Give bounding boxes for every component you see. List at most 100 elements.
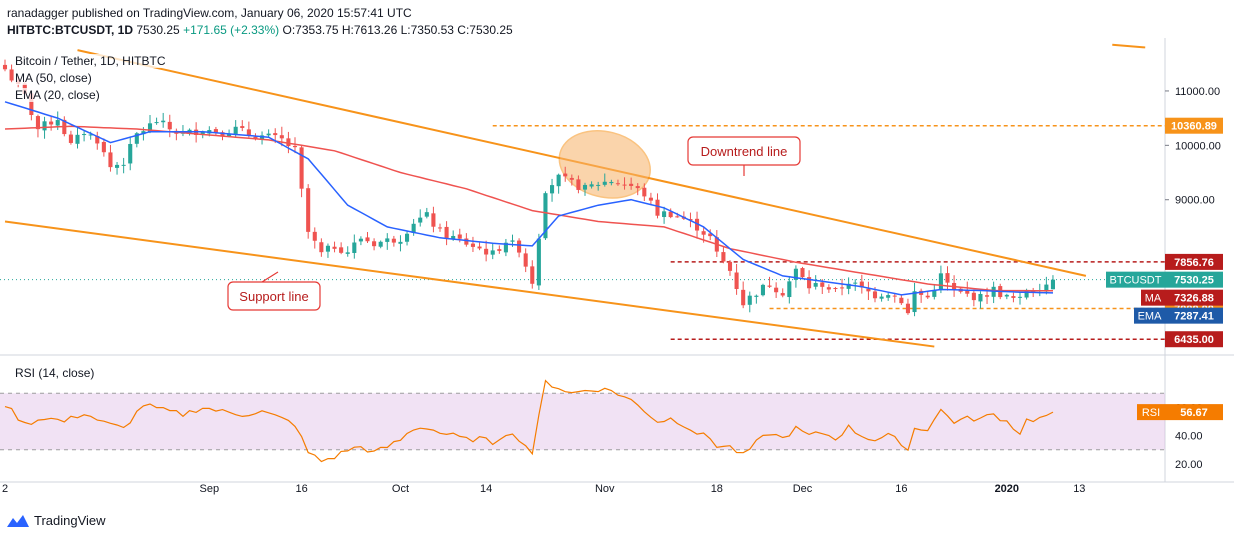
candle-body — [411, 223, 416, 233]
candle-body — [648, 197, 653, 201]
label-6435-bg — [1165, 331, 1223, 348]
candle-body — [945, 273, 950, 283]
time-tick-label: 16 — [895, 483, 907, 495]
candle-body — [642, 187, 647, 197]
candle-body — [1004, 294, 1009, 297]
candle-body — [161, 120, 166, 123]
candle-body — [365, 237, 370, 242]
candle-body — [312, 231, 317, 241]
candle-body — [95, 135, 100, 144]
series-tag-bg — [1134, 307, 1165, 324]
candle-body — [405, 233, 410, 242]
candle-body — [589, 184, 594, 187]
candle-body — [339, 247, 344, 253]
candle-body — [622, 184, 627, 186]
support-callout-box — [227, 281, 321, 311]
time-tick-label: Nov — [595, 483, 615, 495]
tradingview-brand: TradingView — [34, 513, 106, 528]
candle-body — [938, 273, 943, 290]
candle-body — [978, 293, 983, 302]
series-value-bg — [1165, 271, 1223, 288]
candle-body — [569, 177, 574, 180]
candle-body — [826, 287, 831, 290]
candle-body — [424, 212, 429, 217]
candle-body — [615, 183, 620, 185]
candle-body — [774, 287, 779, 293]
candle-body — [246, 129, 251, 136]
consolidation-ellipse-shape — [558, 130, 651, 199]
candle-body — [484, 248, 489, 255]
candle-body — [451, 235, 456, 239]
candle-body — [457, 234, 462, 239]
candle-body — [1044, 284, 1049, 292]
candle-body — [2, 64, 8, 70]
candle-body — [1031, 291, 1036, 293]
candle-body — [767, 285, 772, 287]
candle-body — [29, 93, 34, 116]
candle-body — [793, 268, 798, 280]
candle-body — [497, 249, 502, 251]
candle-body — [833, 288, 838, 290]
candle-body — [503, 242, 508, 253]
rsi-line — [4, 379, 1054, 463]
symbol-line: HITBTC:BTCUSDT, 1D 7530.25 +171.65 (+2.3… — [7, 23, 513, 37]
candle-body — [1017, 296, 1023, 298]
series-value-text: 7287.41 — [1174, 311, 1214, 323]
candle-body — [899, 297, 904, 304]
candle-body — [734, 272, 739, 290]
publisher-line: ranadagger published on TradingView.com,… — [7, 6, 412, 20]
candle-body — [332, 246, 337, 249]
candle-body — [42, 121, 47, 131]
candle-body — [167, 121, 172, 130]
candle-body — [985, 295, 990, 297]
candle-body — [306, 188, 311, 232]
tradingview-logo[interactable]: TradingView — [7, 513, 106, 528]
candle-body — [530, 266, 535, 284]
consolidation-ellipse — [558, 130, 651, 199]
candle-body — [695, 218, 700, 231]
candle-body — [358, 238, 363, 242]
time-tick-label: 2020 — [995, 483, 1019, 495]
rsi-tick-label: 20.00 — [1175, 459, 1203, 471]
candle-body — [121, 164, 126, 166]
candle-body — [708, 233, 713, 237]
candle-body — [378, 241, 383, 247]
candle-body — [662, 211, 667, 218]
series-tag-label: MA — [1145, 293, 1162, 305]
candle-body — [418, 217, 423, 223]
candle-body — [35, 116, 40, 130]
candle-body — [444, 226, 449, 239]
rsi-value-text: 56.67 — [1180, 407, 1208, 419]
candle-body — [437, 227, 443, 229]
annotations: Downtrend line Support line — [227, 136, 801, 311]
candle-body — [49, 121, 54, 125]
candle-body — [629, 183, 634, 186]
candle-body — [227, 133, 232, 137]
candle-body — [1050, 279, 1055, 290]
rsi-tag-bg — [1137, 404, 1165, 421]
candle-body — [609, 181, 614, 184]
candle-body — [596, 184, 601, 186]
candle-body — [431, 213, 436, 227]
candle-body — [490, 250, 495, 255]
candle-body — [253, 136, 258, 140]
candle-body — [820, 282, 825, 287]
candle-body — [701, 231, 706, 235]
rsi-value-bg — [1165, 404, 1223, 421]
ohlc-values: O:7353.75 H:7613.26 L:7350.53 C:7530.25 — [282, 23, 513, 37]
last-price: 7530.25 — [136, 23, 180, 37]
candle-body — [385, 238, 390, 242]
candle-body — [635, 186, 640, 189]
candle-body — [853, 282, 858, 284]
candle-body — [319, 242, 324, 253]
candle-body — [299, 147, 304, 189]
legend-ema: EMA (20, close) — [15, 88, 100, 102]
candle-body — [88, 134, 93, 136]
candle-body — [141, 131, 146, 135]
candle-body — [68, 134, 73, 143]
rsi-series-line — [4, 379, 1054, 463]
candle-body — [470, 243, 475, 247]
time-tick-label: 2 — [2, 483, 8, 495]
candle-body — [477, 246, 482, 249]
